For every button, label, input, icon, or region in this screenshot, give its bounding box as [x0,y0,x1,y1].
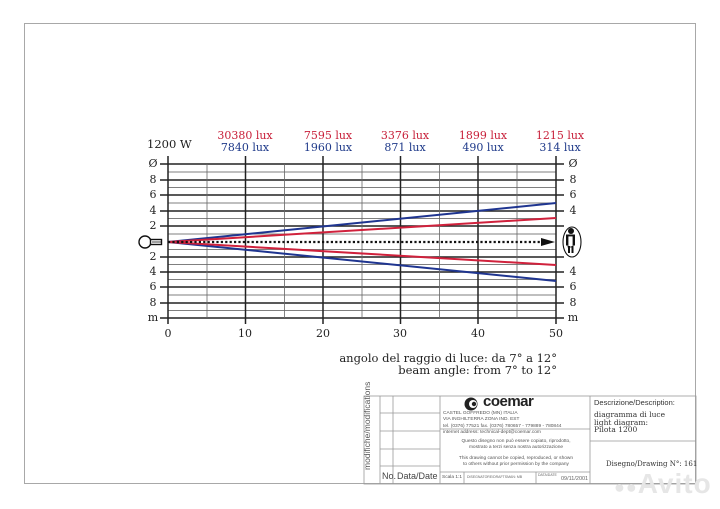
y-label-right: 4 [569,204,577,217]
lamp-icon [138,235,163,249]
lux-narrow: 7595 lux [303,129,353,142]
date-value: 09/11/2001 [561,476,589,482]
beam-lines [167,202,557,282]
x-label: 10 [238,327,252,340]
company-address: CASTEL GOFFREDO (MN) ITALIA VIA INGHILTE… [443,411,519,422]
beam-angle-caption: angolo del raggio di luce: da 7° a 12° b… [320,352,557,376]
description-line: diagramma di luce [594,410,666,419]
notice-line: Questo disegno non può essere copiato, r… [461,439,571,444]
x-label: 50 [549,327,563,340]
y-label: 2 [149,250,157,263]
x-label: 20 [316,327,330,340]
y-label-right: m [567,311,579,324]
description-line: light diagram: [594,417,648,427]
notice-line: to others without prior permission by th… [463,461,569,467]
y-label-right: 8 [569,173,577,186]
caption-italian: angolo del raggio di luce: da 7° a 12° [339,351,557,365]
notice-line: This drawing cannot be copied, reproduce… [458,456,574,461]
y-label: Ø [148,157,158,170]
x-label: 30 [393,327,407,340]
lux-wide: 871 lux [384,141,426,154]
x-label: 40 [471,327,485,340]
y-label-right: 6 [569,280,577,293]
y-label: 8 [149,296,157,309]
lux-wide: 7840 lux [220,141,270,154]
lux-wide: 1960 lux [303,141,353,154]
description-line: Pilota 1200 [594,425,638,434]
y-label-right: Ø [568,157,578,170]
modifications-label: modifiche/modifications [362,381,372,470]
drawing-number: Disegno/Drawing N°: 161 [606,460,698,468]
watermark: ●●Avito [614,468,712,500]
power-label: 1200 W [147,137,192,151]
lux-column-20m: 7595 lux 1960 lux [283,130,373,154]
company-contact: tel. (0376) 77521 fax. (0376) 780657 - 7… [443,424,561,435]
drawing-sheet-border [24,23,696,484]
x-label: 0 [164,327,172,340]
no-label: No. [382,471,397,481]
y-label: 6 [149,188,157,201]
y-label: 6 [149,280,157,293]
title-block-grid [363,395,697,485]
scale-label: Scala 1:1 [442,475,463,480]
copyright-notice-en: This drawing cannot be copied, reproduce… [442,456,590,467]
caption-english: beam angle: from 7° to 12° [398,363,557,377]
draftsman-label: DISEGNATORE/DRAFTSMAN: MB [467,475,523,479]
notice-line: mostrato a terzi senza nostra autorizzaz… [468,444,564,450]
y-label-right: 4 [569,265,577,278]
lux-column-10m: 30380 lux 7840 lux [200,130,290,154]
y-label-right: 8 [569,296,577,309]
date-caption: DATA/DATE [538,473,557,477]
contact-line: internet address: technical-dept@coemar.… [443,429,541,435]
lux-wide: 314 lux [539,141,581,154]
lux-narrow: 30380 lux [217,129,273,142]
lux-narrow: 1899 lux [458,129,508,142]
y-label: m [147,311,159,324]
contact-line: tel. (0376) 77521 fax. (0376) 780657 - 7… [443,424,562,429]
lux-column-50m: 1215 lux 314 lux [515,130,605,154]
brand-name: coemar [483,393,534,410]
y-label: 4 [149,265,157,278]
y-label: 4 [149,204,157,217]
person-icon [562,226,582,258]
y-label: 8 [149,173,157,186]
description-text: diagramma di luce light diagram: Pilota … [594,411,665,434]
y-label-right: 6 [569,188,577,201]
y-label: 2 [149,219,157,232]
date-label: Data/Date [397,471,438,481]
address-line: VIA INGHILTERRA ZONA IND. EST [443,416,520,422]
coemar-logo-icon [462,397,488,411]
copyright-notice-it: Questo disegno non può essere copiato, r… [442,439,590,450]
lux-column-30m: 3376 lux 871 lux [360,130,450,154]
address-line: CASTEL GOFFREDO (MN) ITALIA [443,411,518,416]
lux-narrow: 1215 lux [535,129,585,142]
watermark-text: Avito [637,468,712,499]
lux-column-40m: 1899 lux 490 lux [438,130,528,154]
lux-wide: 490 lux [462,141,504,154]
lux-narrow: 3376 lux [380,129,430,142]
watermark-dots-icon: ●● [614,477,638,497]
description-label: Descrizione/Description: [594,398,675,407]
